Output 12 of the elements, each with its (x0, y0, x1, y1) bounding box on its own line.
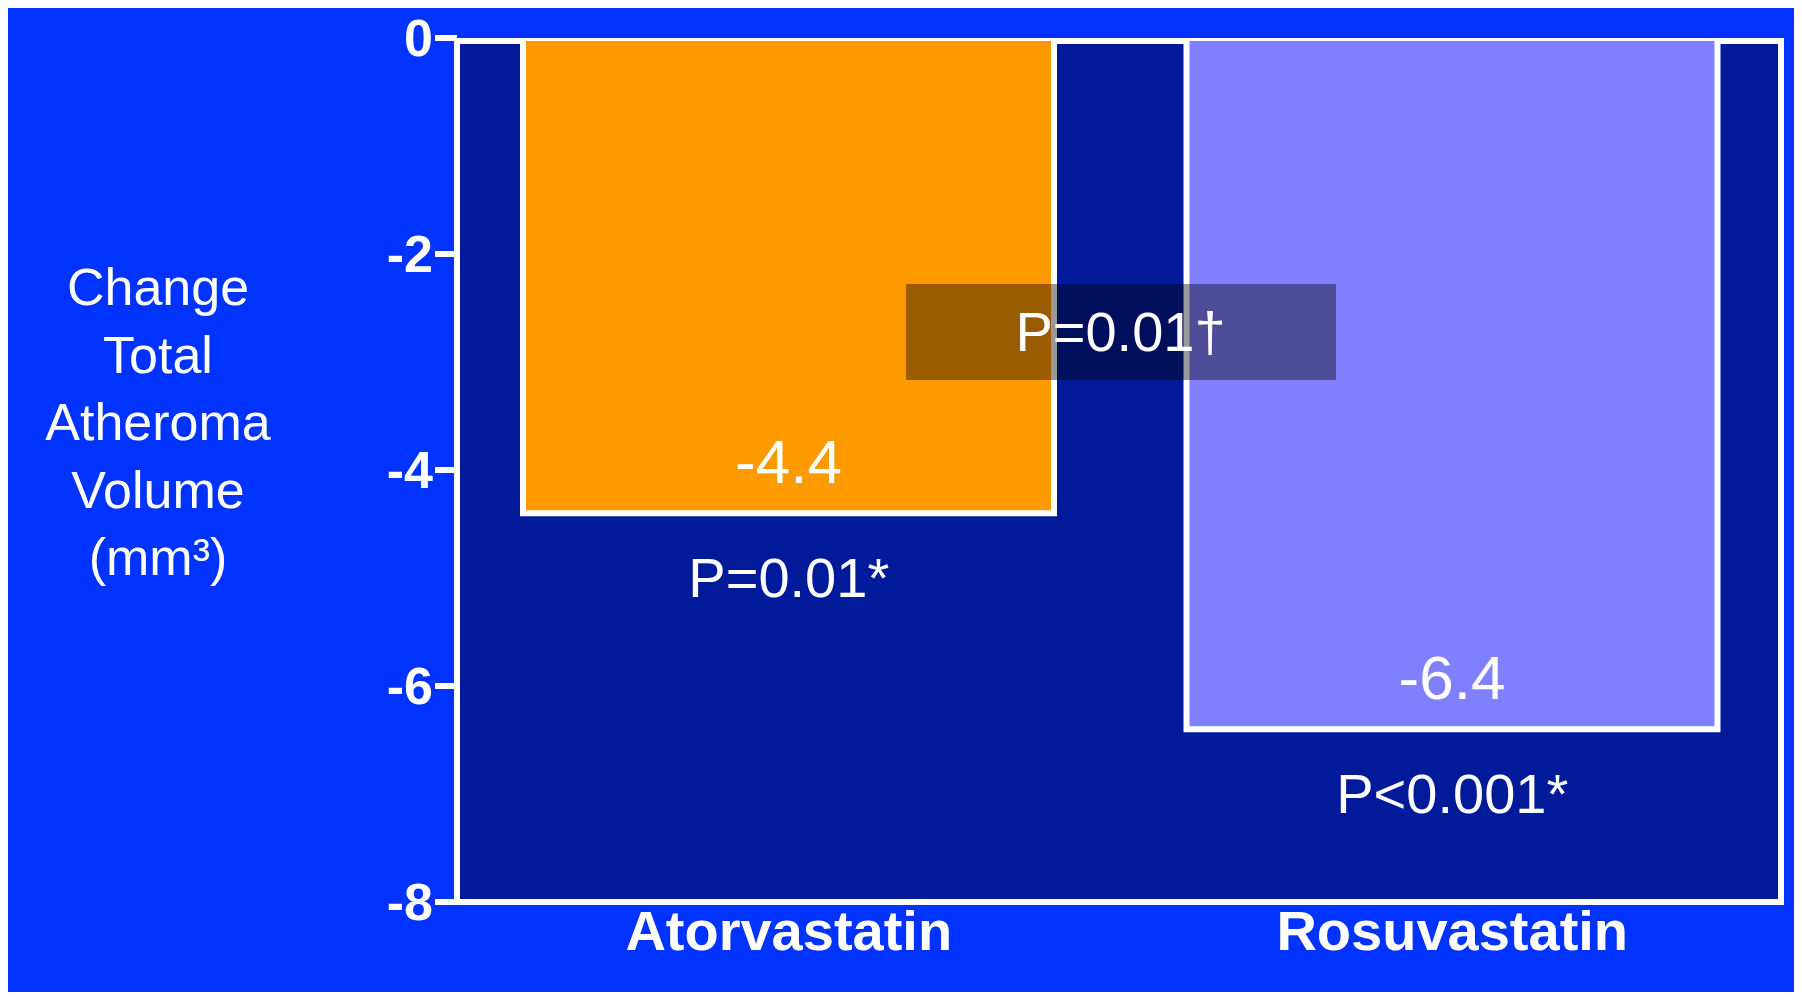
y-tick-label: -6 (386, 657, 433, 716)
annotation: P<0.001* (1335, 761, 1570, 828)
y-tick-label: -8 (386, 873, 433, 932)
y-tick-label: -2 (386, 225, 433, 284)
x-tick-label: Rosuvastatin (1276, 898, 1629, 962)
y-tick-label: 0 (404, 9, 433, 68)
data-label: -4.4 (735, 427, 842, 497)
annotation: P=0.01* (687, 545, 891, 612)
x-tick-label: Atorvastatin (625, 898, 953, 962)
data-label: -6.4 (1398, 643, 1506, 713)
y-tick-label: -4 (386, 441, 434, 500)
y-axis-title: Change Total Atheroma Volume (mm³) (44, 257, 272, 589)
